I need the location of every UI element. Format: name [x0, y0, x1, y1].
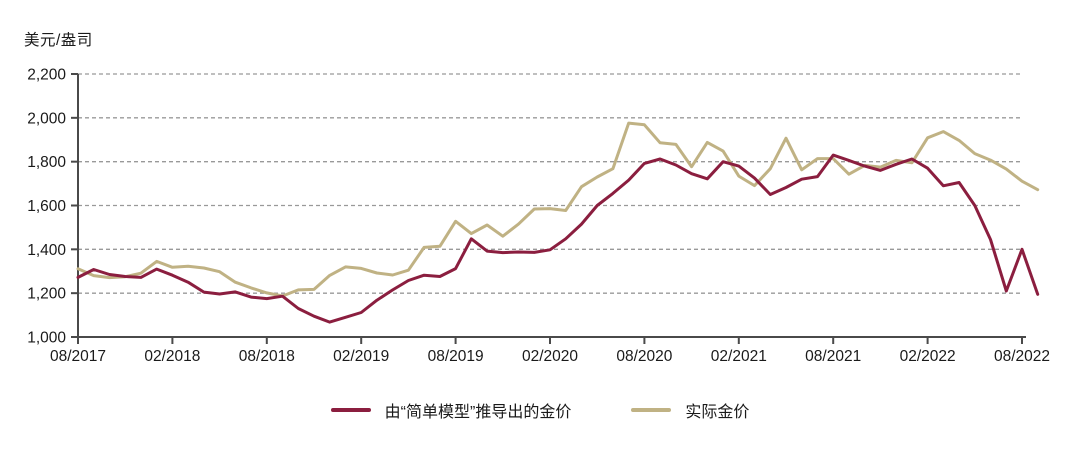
legend-label-model: 由“简单模型”推导出的金价 — [384, 404, 572, 421]
actual-price-line — [76, 121, 1040, 298]
x-tick-label-08/2022: 08/2022 — [994, 348, 1050, 365]
x-tick-label-02/2019: 02/2019 — [333, 348, 389, 365]
model-price-line — [76, 153, 1040, 324]
actual-line-swatch — [631, 408, 672, 412]
model-line-swatch — [330, 408, 371, 412]
legend-item-actual: 实际金价 — [631, 398, 749, 422]
y-tick-label-1200: 1,200 — [27, 286, 66, 303]
x-tick-label-08/2021: 08/2021 — [805, 348, 861, 365]
y-tick-label-1800: 1,800 — [27, 154, 66, 171]
x-tick-label-02/2021: 02/2021 — [711, 348, 767, 365]
x-tick-label-08/2018: 08/2018 — [239, 348, 295, 365]
x-tick-label-02/2022: 02/2022 — [900, 348, 956, 365]
x-tick-label-08/2019: 08/2019 — [428, 348, 484, 365]
x-tick-label-02/2018: 02/2018 — [144, 348, 200, 365]
legend-label-actual: 实际金价 — [685, 404, 750, 421]
y-tick-label-2000: 2,000 — [27, 110, 66, 127]
y-axis-unit-label: 美元/盎司 — [24, 32, 93, 49]
x-tick-label-08/2017: 08/2017 — [50, 348, 106, 365]
y-tick-label-2200: 2,200 — [27, 67, 66, 84]
y-tick-label-1400: 1,400 — [27, 242, 66, 259]
x-tick-label-08/2020: 08/2020 — [616, 348, 672, 365]
y-tick-label-1000: 1,000 — [27, 330, 66, 347]
legend-item-model: 由“简单模型”推导出的金价 — [330, 398, 572, 422]
y-tick-label-1600: 1,600 — [27, 198, 66, 215]
x-tick-label-02/2020: 02/2020 — [522, 348, 578, 365]
chart-legend: 由“简单模型”推导出的金价 实际金价 — [0, 398, 1080, 422]
